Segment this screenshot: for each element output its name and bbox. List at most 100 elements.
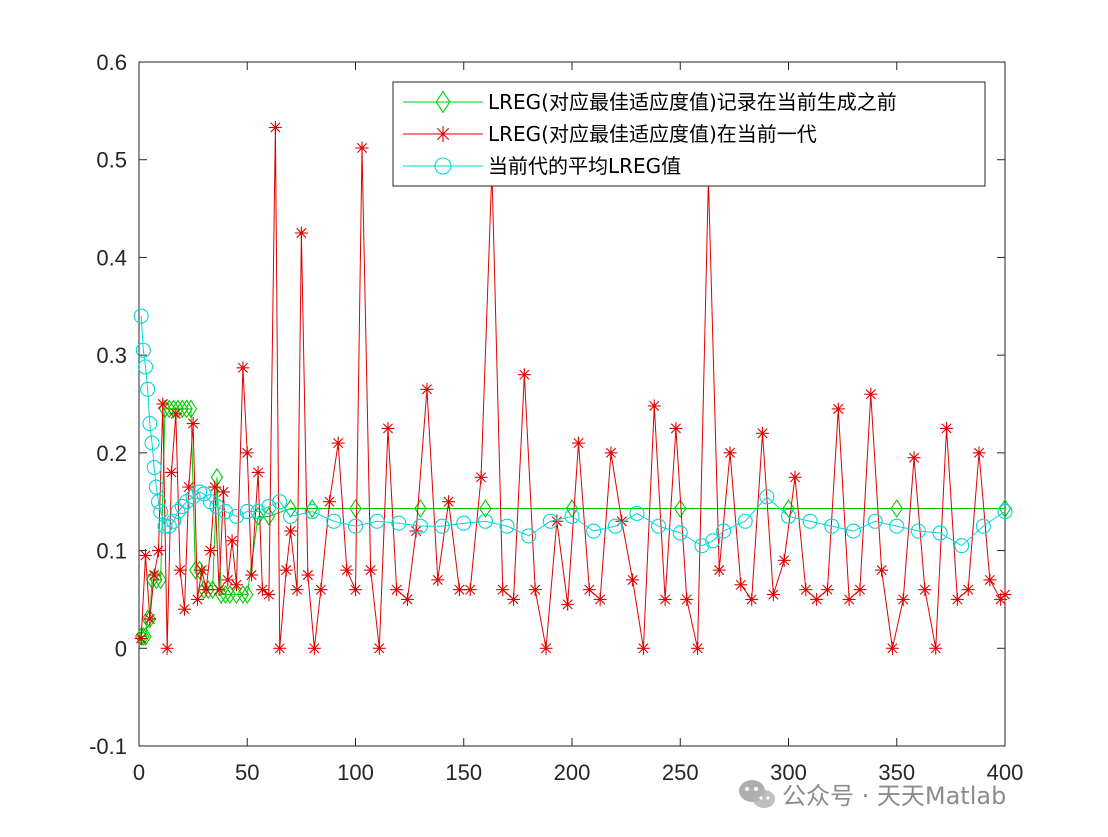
data-point: [564, 508, 580, 524]
data-point: [180, 399, 193, 419]
data-point: [983, 573, 997, 587]
data-point: [788, 470, 802, 484]
data-point: [910, 523, 926, 539]
data-point: [867, 513, 883, 529]
data-point: [174, 499, 190, 515]
data-point: [907, 451, 921, 465]
data-point: [390, 583, 404, 597]
data-point: [143, 609, 157, 629]
y-tick-label: 0.4: [96, 245, 127, 270]
data-point: [150, 494, 167, 510]
data-point: [268, 120, 282, 134]
data-point: [138, 548, 152, 562]
data-point: [929, 641, 943, 655]
x-tick-label: 100: [337, 760, 374, 785]
data-point: [314, 583, 328, 597]
data-point: [164, 465, 178, 479]
data-point: [435, 90, 451, 114]
data-point: [177, 602, 191, 616]
y-tick-label: 0.2: [96, 441, 127, 466]
data-point: [842, 592, 856, 606]
data-point: [477, 513, 493, 529]
data-point: [355, 141, 369, 155]
data-point: [157, 518, 173, 534]
data-point: [715, 523, 732, 539]
data-point: [225, 534, 239, 548]
data-point: [223, 585, 237, 604]
data-point: [810, 592, 824, 606]
data-point: [658, 592, 672, 606]
data-point: [528, 583, 542, 597]
data-point: [369, 513, 385, 529]
x-tick-label: 50: [235, 760, 259, 785]
data-point: [294, 226, 308, 240]
data-point: [998, 588, 1012, 602]
data-point: [474, 470, 488, 484]
data-point: [680, 592, 694, 606]
y-tick-label: 0.5: [96, 148, 127, 173]
data-point: [171, 399, 185, 419]
data-point: [435, 126, 451, 142]
data-point: [824, 518, 840, 534]
data-point: [561, 597, 575, 611]
data-point: [636, 641, 650, 655]
data-point: [184, 399, 198, 419]
data-point: [210, 467, 224, 487]
data-point: [521, 528, 537, 544]
legend: LREG(对应最佳适应度值)记录在当前生成之前 LREG(对应最佳适应度值)在当前…: [392, 81, 986, 187]
data-point: [273, 641, 287, 655]
data-point: [160, 641, 174, 655]
data-point: [799, 583, 813, 597]
data-point: [431, 573, 445, 587]
data-point: [284, 524, 298, 538]
watermark-text: 公众号 · 天天Matlab: [782, 782, 1006, 810]
y-tick-label: 0.3: [96, 343, 127, 368]
data-point: [777, 553, 791, 567]
tick-marks: 0 50 100 150 200 250 300 350 400-0.100.10.20.30.…: [89, 50, 1023, 785]
data-point: [820, 583, 834, 597]
data-point: [326, 513, 342, 529]
data-point: [349, 499, 362, 519]
data-point: [391, 515, 407, 531]
data-point: [918, 583, 932, 597]
data-point: [190, 592, 204, 606]
data-point: [694, 538, 710, 554]
data-point: [347, 518, 364, 534]
data-point: [542, 513, 558, 529]
data-point: [507, 592, 521, 606]
data-point: [845, 523, 862, 539]
data-point: [890, 499, 903, 519]
data-point: [137, 627, 150, 647]
series-3: [133, 308, 1013, 554]
data-point: [239, 503, 255, 520]
data-point: [496, 583, 510, 597]
data-point: [304, 503, 320, 520]
data-point: [349, 583, 362, 597]
data-point: [889, 518, 905, 534]
data-point: [284, 499, 297, 519]
data-point: [932, 525, 948, 541]
data-point: [229, 578, 243, 592]
data-point: [167, 399, 180, 419]
data-point: [669, 421, 683, 435]
data-point: [759, 489, 775, 505]
data-point: [802, 513, 818, 529]
legend-label: LREG(对应最佳适应度值)在当前一代: [488, 122, 817, 146]
data-point: [146, 459, 162, 476]
data-point: [176, 399, 189, 419]
data-point: [766, 588, 780, 602]
data-point: [672, 525, 688, 541]
x-tick-label: 0: [133, 760, 145, 785]
data-point: [456, 515, 472, 531]
legend-box: [392, 81, 986, 187]
series-line: [140, 316, 1006, 547]
data-point: [412, 518, 429, 534]
data-point: [434, 518, 450, 534]
data-point: [975, 518, 991, 534]
data-point: [745, 592, 759, 606]
x-tick-label: 200: [554, 760, 591, 785]
data-point: [272, 494, 288, 510]
series-layer: [133, 120, 1013, 655]
data-point: [199, 583, 213, 597]
